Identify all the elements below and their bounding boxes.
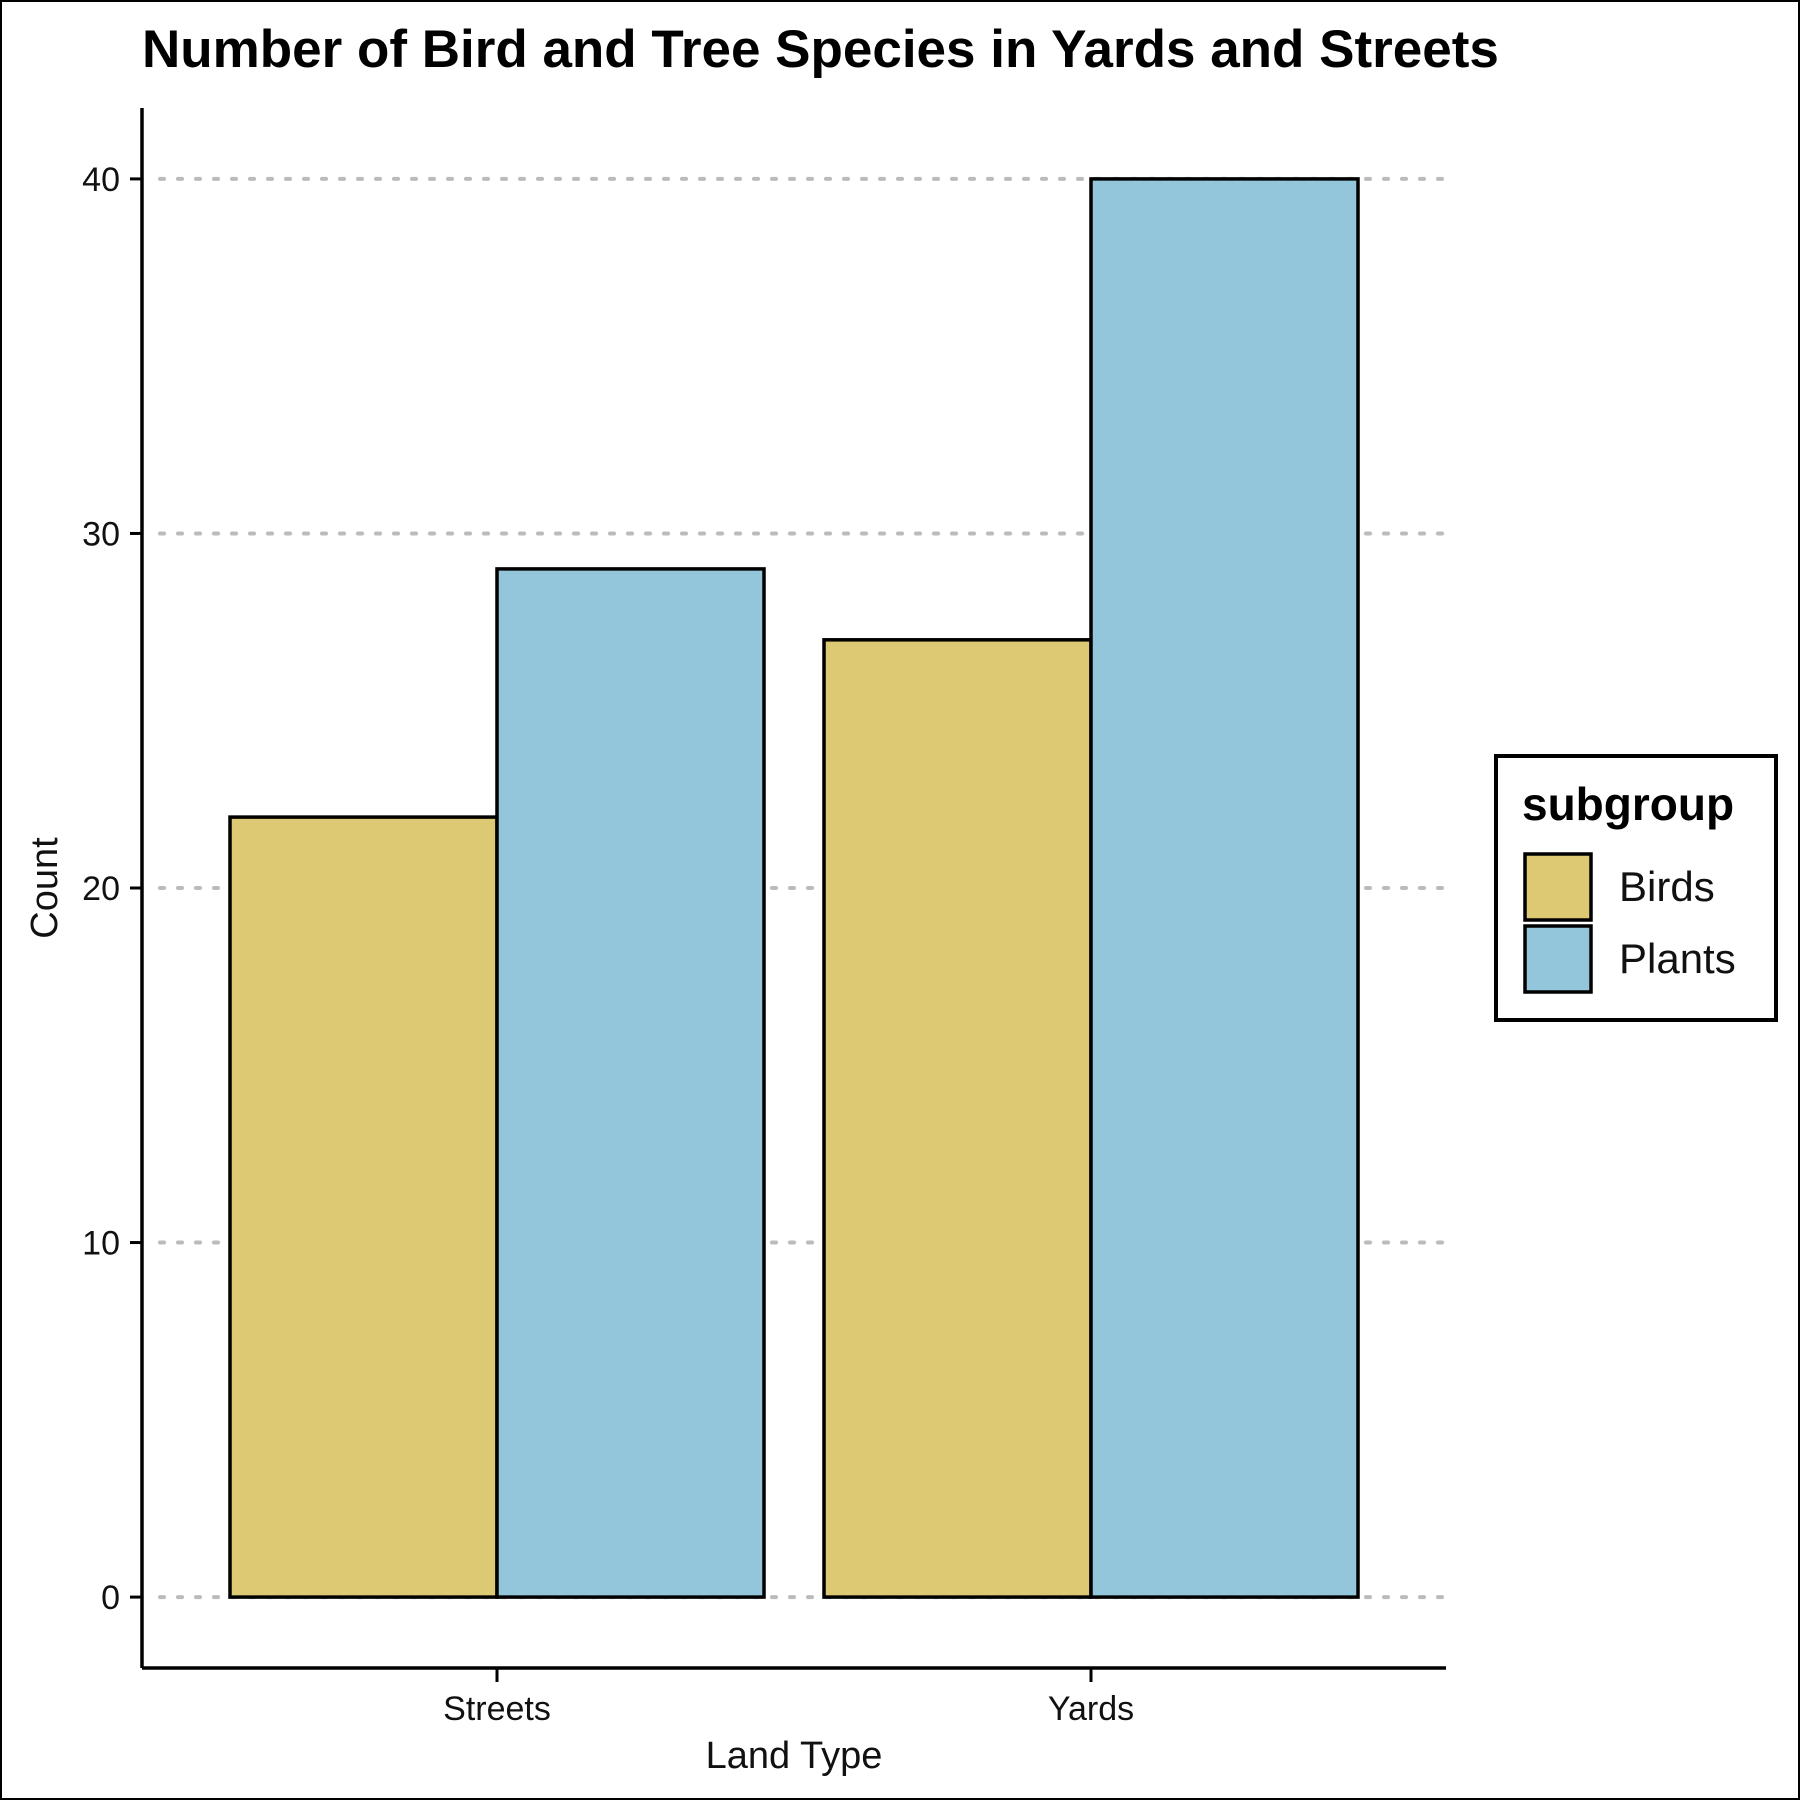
bar-birds-yards [822, 638, 1093, 1599]
y-tick-label-10: 10 [82, 1225, 120, 1263]
y-ticks: 0 10 20 30 40 [82, 161, 142, 1617]
y-tick-label-0: 0 [101, 1579, 120, 1617]
bar-plants-yards [1089, 177, 1360, 1599]
bars [228, 177, 1360, 1599]
x-axis-title: Land Type [706, 1735, 883, 1777]
legend: subgroup Birds Plants [1494, 754, 1778, 1022]
legend-label-birds: Birds [1619, 863, 1715, 910]
bar-plants-streets [495, 567, 766, 1599]
y-tick-label-30: 30 [82, 515, 120, 553]
x-tick-label-streets: Streets [443, 1690, 551, 1728]
bar-birds-streets [228, 815, 499, 1599]
y-axis-title: Count [24, 837, 66, 939]
x-tick-label-yards: Yards [1048, 1690, 1134, 1728]
chart-title: Number of Bird and Tree Species in Yards… [142, 20, 1499, 79]
y-tick-label-40: 40 [82, 161, 120, 199]
x-ticks: Streets Yards [443, 1668, 1134, 1728]
legend-key-birds [1523, 852, 1593, 922]
legend-items: Birds Plants [1523, 852, 1736, 994]
legend-label-plants: Plants [1619, 935, 1736, 982]
legend-title: subgroup [1522, 778, 1734, 830]
legend-key-plants [1523, 924, 1593, 994]
y-tick-label-20: 20 [82, 870, 120, 908]
